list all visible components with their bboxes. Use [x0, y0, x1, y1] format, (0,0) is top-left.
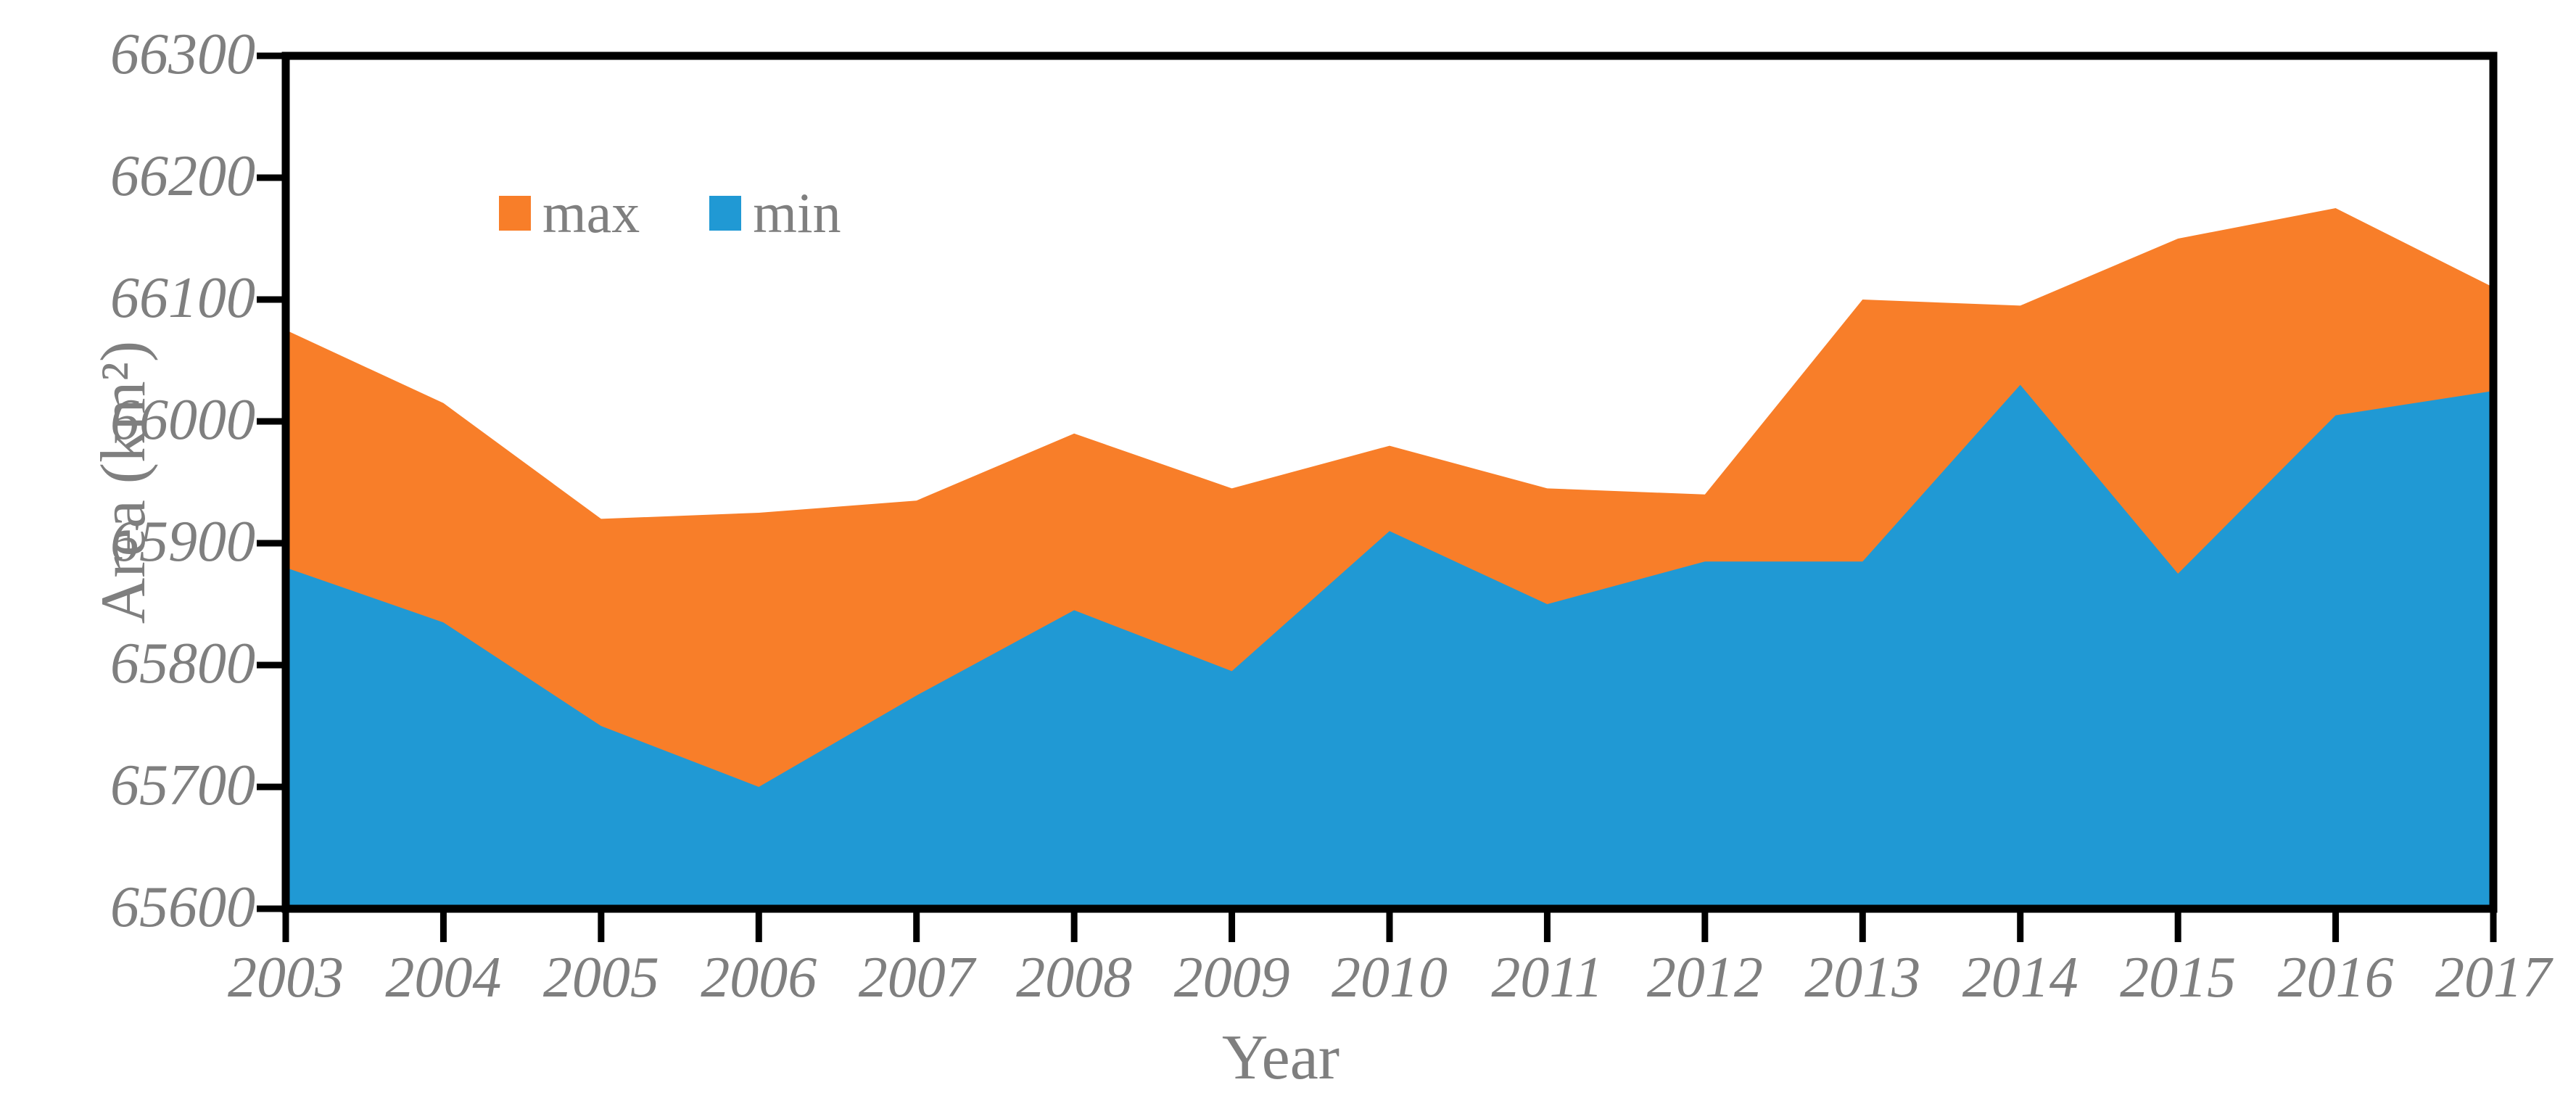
x-tick-label: 2003: [228, 946, 344, 1010]
y-tick-label: 66200: [110, 144, 255, 208]
x-tick-label: 2016: [2277, 946, 2394, 1010]
max-series-swatch: [499, 196, 531, 231]
x-tick-label: 2013: [1804, 946, 1921, 1010]
y-axis-title: Area (km²): [88, 340, 160, 624]
x-tick-label: 2006: [701, 946, 817, 1010]
y-tick-label: 66000: [110, 388, 255, 452]
y-tick-label: 66100: [110, 266, 255, 330]
y-tick-label: 65600: [110, 875, 255, 939]
x-tick-label: 2004: [385, 946, 502, 1010]
y-tick-label: 66300: [110, 22, 255, 86]
legend-item-max: max: [499, 185, 640, 242]
legend: max min: [499, 185, 841, 242]
x-tick-label: 2017: [2435, 946, 2551, 1010]
legend-label-min: min: [753, 181, 841, 244]
x-axis-title: Year: [1221, 1023, 1340, 1093]
y-tick-label: 65800: [110, 632, 255, 696]
x-tick-label: 2009: [1173, 946, 1290, 1010]
min-series-swatch: [709, 196, 742, 231]
x-tick-label: 2007: [858, 946, 975, 1010]
x-tick-label: 2008: [1016, 946, 1133, 1010]
y-tick-label: 65700: [110, 754, 255, 817]
x-tick-label: 2005: [542, 946, 659, 1010]
x-tick-label: 2010: [1332, 946, 1448, 1010]
y-tick-label: 65900: [110, 510, 255, 574]
min-series-area: [286, 384, 2493, 909]
legend-label-max: max: [542, 181, 640, 244]
x-tick-label: 2011: [1491, 946, 1603, 1010]
legend-item-min: min: [709, 185, 841, 242]
x-tick-label: 2012: [1646, 946, 1763, 1010]
x-tick-label: 2015: [2120, 946, 2237, 1010]
x-tick-label: 2014: [1962, 946, 2078, 1010]
